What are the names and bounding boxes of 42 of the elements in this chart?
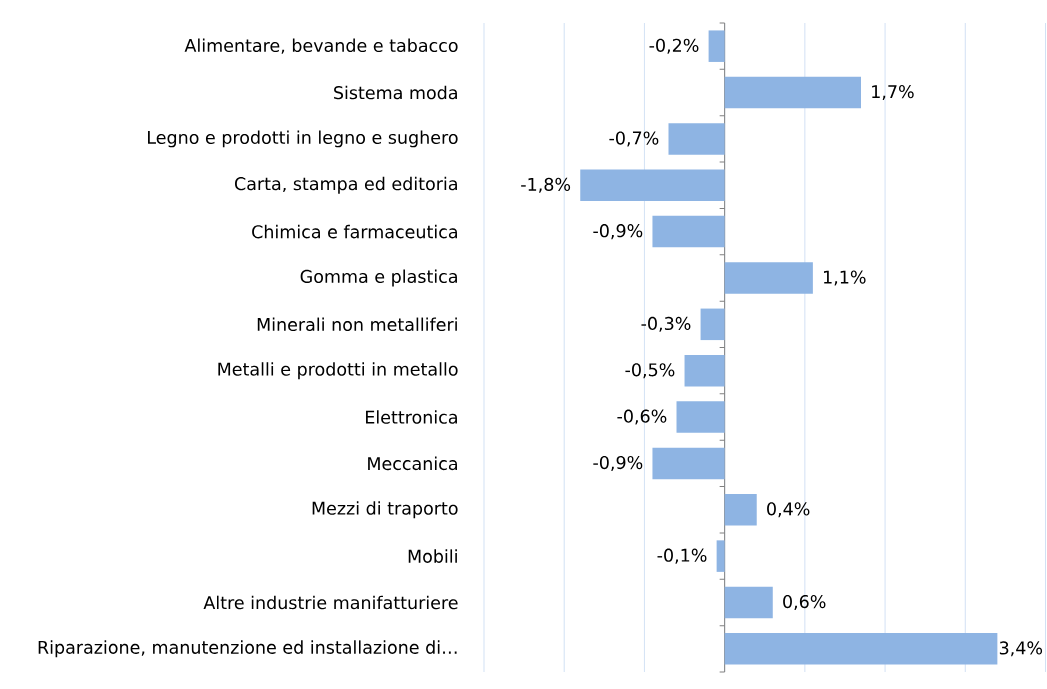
data-label: -0,5% bbox=[625, 363, 675, 379]
bar bbox=[724, 633, 998, 665]
bar bbox=[668, 123, 725, 155]
bar bbox=[652, 447, 725, 480]
data-label: 1,1% bbox=[824, 270, 866, 286]
y-tick-label: Riparazione, manutenzione ed installazione di… bbox=[38, 640, 457, 658]
y-tick-label: Elettronica bbox=[366, 410, 457, 424]
bar bbox=[700, 308, 725, 341]
y-tick-label: Mezzi di traporto bbox=[312, 501, 458, 519]
y-tick-label: Altre industrie manifatturiere bbox=[203, 595, 458, 610]
y-tick-label: Sistema moda bbox=[334, 85, 457, 100]
bar bbox=[724, 262, 813, 294]
y-tick-label: Gomma e plastica bbox=[300, 269, 457, 287]
data-label: 0,6% bbox=[783, 594, 826, 610]
data-label: -0,9% bbox=[593, 224, 643, 240]
y-tick-label: Metalli e prodotti in metallo bbox=[218, 362, 458, 380]
bar bbox=[580, 169, 725, 202]
data-label: -1,8% bbox=[521, 177, 571, 193]
bar bbox=[652, 215, 725, 248]
data-label: -0,1% bbox=[657, 548, 707, 564]
bar bbox=[724, 76, 862, 109]
bar bbox=[676, 401, 725, 433]
data-label: 1,7% bbox=[872, 85, 914, 101]
data-label: -0,6% bbox=[617, 409, 667, 425]
bar bbox=[708, 30, 725, 62]
bar bbox=[724, 493, 757, 526]
data-label: 3,4% bbox=[999, 641, 1043, 657]
data-label: -0,7% bbox=[609, 131, 659, 147]
y-tick-label: Meccanica bbox=[368, 456, 457, 471]
data-label: -0,9% bbox=[593, 455, 643, 471]
bar bbox=[724, 586, 773, 619]
y-tick-label: Alimentare, bevande e tabacco bbox=[184, 38, 458, 54]
y-tick-label: Chimica e farmaceutica bbox=[252, 224, 457, 239]
y-tick-label: Mobili bbox=[408, 549, 457, 563]
data-label: -0,2% bbox=[649, 38, 699, 54]
bar bbox=[716, 540, 725, 572]
y-tick-label: Legno e prodotti in legno e sughero bbox=[148, 130, 458, 148]
y-tick-label: Minerali non metalliferi bbox=[257, 317, 457, 332]
bar bbox=[684, 354, 725, 387]
data-label: 0,4% bbox=[767, 502, 810, 518]
y-tick-label: Carta, stampa ed editoria bbox=[235, 176, 457, 194]
data-label: -0,3% bbox=[641, 316, 691, 332]
